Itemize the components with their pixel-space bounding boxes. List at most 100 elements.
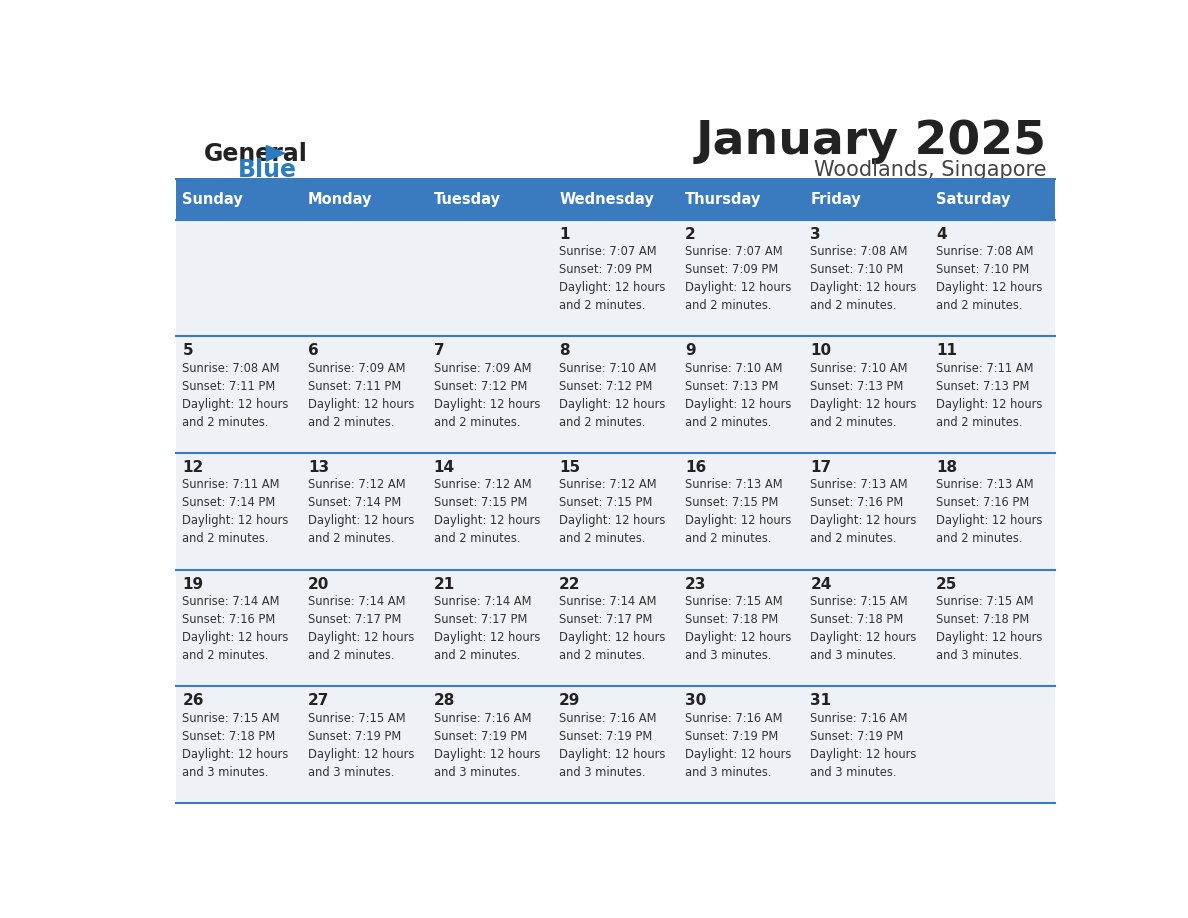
Bar <box>302 336 428 453</box>
Text: 20: 20 <box>308 577 329 592</box>
Text: 13: 13 <box>308 460 329 475</box>
Bar <box>678 219 804 336</box>
Text: 24: 24 <box>810 577 832 592</box>
Text: 3: 3 <box>810 227 821 241</box>
Text: Blue: Blue <box>238 158 297 183</box>
Text: Monday: Monday <box>308 192 373 207</box>
Text: 26: 26 <box>183 693 204 709</box>
Text: Sunrise: 7:13 AM
Sunset: 7:15 PM
Daylight: 12 hours
and 2 minutes.: Sunrise: 7:13 AM Sunset: 7:15 PM Dayligh… <box>684 478 791 545</box>
Text: Sunrise: 7:09 AM
Sunset: 7:12 PM
Daylight: 12 hours
and 2 minutes.: Sunrise: 7:09 AM Sunset: 7:12 PM Dayligh… <box>434 362 541 429</box>
Text: Sunrise: 7:11 AM
Sunset: 7:13 PM
Daylight: 12 hours
and 2 minutes.: Sunrise: 7:11 AM Sunset: 7:13 PM Dayligh… <box>936 362 1042 429</box>
Text: Sunrise: 7:15 AM
Sunset: 7:18 PM
Daylight: 12 hours
and 3 minutes.: Sunrise: 7:15 AM Sunset: 7:18 PM Dayligh… <box>684 595 791 662</box>
Text: 27: 27 <box>308 693 329 709</box>
Text: 9: 9 <box>684 343 695 358</box>
Text: 4: 4 <box>936 227 947 241</box>
Text: 10: 10 <box>810 343 832 358</box>
Text: Sunrise: 7:12 AM
Sunset: 7:15 PM
Daylight: 12 hours
and 2 minutes.: Sunrise: 7:12 AM Sunset: 7:15 PM Dayligh… <box>434 478 541 545</box>
Bar <box>302 569 428 687</box>
Bar <box>176 569 302 687</box>
Text: Sunday: Sunday <box>183 192 244 207</box>
Text: Wednesday: Wednesday <box>560 192 653 207</box>
Text: 8: 8 <box>560 343 570 358</box>
Bar <box>678 336 804 453</box>
Text: 31: 31 <box>810 693 832 709</box>
Text: 28: 28 <box>434 693 455 709</box>
Text: General: General <box>204 142 308 166</box>
Bar <box>930 336 1055 453</box>
Bar <box>678 453 804 569</box>
Text: Sunrise: 7:13 AM
Sunset: 7:16 PM
Daylight: 12 hours
and 2 minutes.: Sunrise: 7:13 AM Sunset: 7:16 PM Dayligh… <box>810 478 917 545</box>
Bar <box>552 336 678 453</box>
Text: Sunrise: 7:08 AM
Sunset: 7:11 PM
Daylight: 12 hours
and 2 minutes.: Sunrise: 7:08 AM Sunset: 7:11 PM Dayligh… <box>183 362 289 429</box>
Text: 16: 16 <box>684 460 706 475</box>
Bar <box>930 179 1055 219</box>
Text: Sunrise: 7:14 AM
Sunset: 7:17 PM
Daylight: 12 hours
and 2 minutes.: Sunrise: 7:14 AM Sunset: 7:17 PM Dayligh… <box>560 595 665 662</box>
Bar <box>804 219 930 336</box>
Text: 18: 18 <box>936 460 958 475</box>
Text: Sunrise: 7:08 AM
Sunset: 7:10 PM
Daylight: 12 hours
and 2 minutes.: Sunrise: 7:08 AM Sunset: 7:10 PM Dayligh… <box>810 245 917 312</box>
Bar <box>302 453 428 569</box>
Text: Sunrise: 7:07 AM
Sunset: 7:09 PM
Daylight: 12 hours
and 2 minutes.: Sunrise: 7:07 AM Sunset: 7:09 PM Dayligh… <box>684 245 791 312</box>
Bar <box>428 336 552 453</box>
Bar <box>302 687 428 803</box>
Text: 19: 19 <box>183 577 203 592</box>
Bar <box>552 219 678 336</box>
Bar <box>176 179 302 219</box>
Polygon shape <box>266 145 285 161</box>
Bar <box>176 336 302 453</box>
Text: Friday: Friday <box>810 192 861 207</box>
Text: 5: 5 <box>183 343 192 358</box>
Text: 6: 6 <box>308 343 318 358</box>
Bar <box>176 219 302 336</box>
Text: 15: 15 <box>560 460 581 475</box>
Text: 23: 23 <box>684 577 706 592</box>
Bar <box>930 687 1055 803</box>
Text: Sunrise: 7:07 AM
Sunset: 7:09 PM
Daylight: 12 hours
and 2 minutes.: Sunrise: 7:07 AM Sunset: 7:09 PM Dayligh… <box>560 245 665 312</box>
Text: Woodlands, Singapore: Woodlands, Singapore <box>814 160 1047 180</box>
Bar <box>552 569 678 687</box>
Text: 7: 7 <box>434 343 444 358</box>
Text: 12: 12 <box>183 460 203 475</box>
Text: Sunrise: 7:09 AM
Sunset: 7:11 PM
Daylight: 12 hours
and 2 minutes.: Sunrise: 7:09 AM Sunset: 7:11 PM Dayligh… <box>308 362 415 429</box>
Text: Sunrise: 7:12 AM
Sunset: 7:14 PM
Daylight: 12 hours
and 2 minutes.: Sunrise: 7:12 AM Sunset: 7:14 PM Dayligh… <box>308 478 415 545</box>
Bar <box>804 336 930 453</box>
Text: Sunrise: 7:13 AM
Sunset: 7:16 PM
Daylight: 12 hours
and 2 minutes.: Sunrise: 7:13 AM Sunset: 7:16 PM Dayligh… <box>936 478 1042 545</box>
Bar <box>930 453 1055 569</box>
Text: 2: 2 <box>684 227 696 241</box>
Text: 17: 17 <box>810 460 832 475</box>
Bar <box>428 687 552 803</box>
Text: Sunrise: 7:14 AM
Sunset: 7:17 PM
Daylight: 12 hours
and 2 minutes.: Sunrise: 7:14 AM Sunset: 7:17 PM Dayligh… <box>434 595 541 662</box>
Bar <box>428 179 552 219</box>
Bar <box>428 453 552 569</box>
Text: Sunrise: 7:16 AM
Sunset: 7:19 PM
Daylight: 12 hours
and 3 minutes.: Sunrise: 7:16 AM Sunset: 7:19 PM Dayligh… <box>684 711 791 778</box>
Text: Sunrise: 7:14 AM
Sunset: 7:16 PM
Daylight: 12 hours
and 2 minutes.: Sunrise: 7:14 AM Sunset: 7:16 PM Dayligh… <box>183 595 289 662</box>
Text: Sunrise: 7:15 AM
Sunset: 7:18 PM
Daylight: 12 hours
and 3 minutes.: Sunrise: 7:15 AM Sunset: 7:18 PM Dayligh… <box>183 711 289 778</box>
Bar <box>552 453 678 569</box>
Bar <box>678 687 804 803</box>
Text: 11: 11 <box>936 343 958 358</box>
Text: Sunrise: 7:14 AM
Sunset: 7:17 PM
Daylight: 12 hours
and 2 minutes.: Sunrise: 7:14 AM Sunset: 7:17 PM Dayligh… <box>308 595 415 662</box>
Text: 21: 21 <box>434 577 455 592</box>
Text: Sunrise: 7:16 AM
Sunset: 7:19 PM
Daylight: 12 hours
and 3 minutes.: Sunrise: 7:16 AM Sunset: 7:19 PM Dayligh… <box>810 711 917 778</box>
Bar <box>552 179 678 219</box>
Bar <box>428 219 552 336</box>
Text: Sunrise: 7:11 AM
Sunset: 7:14 PM
Daylight: 12 hours
and 2 minutes.: Sunrise: 7:11 AM Sunset: 7:14 PM Dayligh… <box>183 478 289 545</box>
Bar <box>176 687 302 803</box>
Bar <box>804 453 930 569</box>
Bar <box>176 453 302 569</box>
Bar <box>302 179 428 219</box>
Bar <box>804 687 930 803</box>
Text: Sunrise: 7:15 AM
Sunset: 7:18 PM
Daylight: 12 hours
and 3 minutes.: Sunrise: 7:15 AM Sunset: 7:18 PM Dayligh… <box>810 595 917 662</box>
Text: Sunrise: 7:15 AM
Sunset: 7:18 PM
Daylight: 12 hours
and 3 minutes.: Sunrise: 7:15 AM Sunset: 7:18 PM Dayligh… <box>936 595 1042 662</box>
Bar <box>678 179 804 219</box>
Text: Sunrise: 7:10 AM
Sunset: 7:13 PM
Daylight: 12 hours
and 2 minutes.: Sunrise: 7:10 AM Sunset: 7:13 PM Dayligh… <box>684 362 791 429</box>
Text: Sunrise: 7:16 AM
Sunset: 7:19 PM
Daylight: 12 hours
and 3 minutes.: Sunrise: 7:16 AM Sunset: 7:19 PM Dayligh… <box>560 711 665 778</box>
Text: Sunrise: 7:16 AM
Sunset: 7:19 PM
Daylight: 12 hours
and 3 minutes.: Sunrise: 7:16 AM Sunset: 7:19 PM Dayligh… <box>434 711 541 778</box>
Text: Thursday: Thursday <box>684 192 762 207</box>
Text: 30: 30 <box>684 693 706 709</box>
Bar <box>678 569 804 687</box>
Text: 1: 1 <box>560 227 570 241</box>
Bar <box>552 687 678 803</box>
Bar <box>804 179 930 219</box>
Text: 29: 29 <box>560 693 581 709</box>
